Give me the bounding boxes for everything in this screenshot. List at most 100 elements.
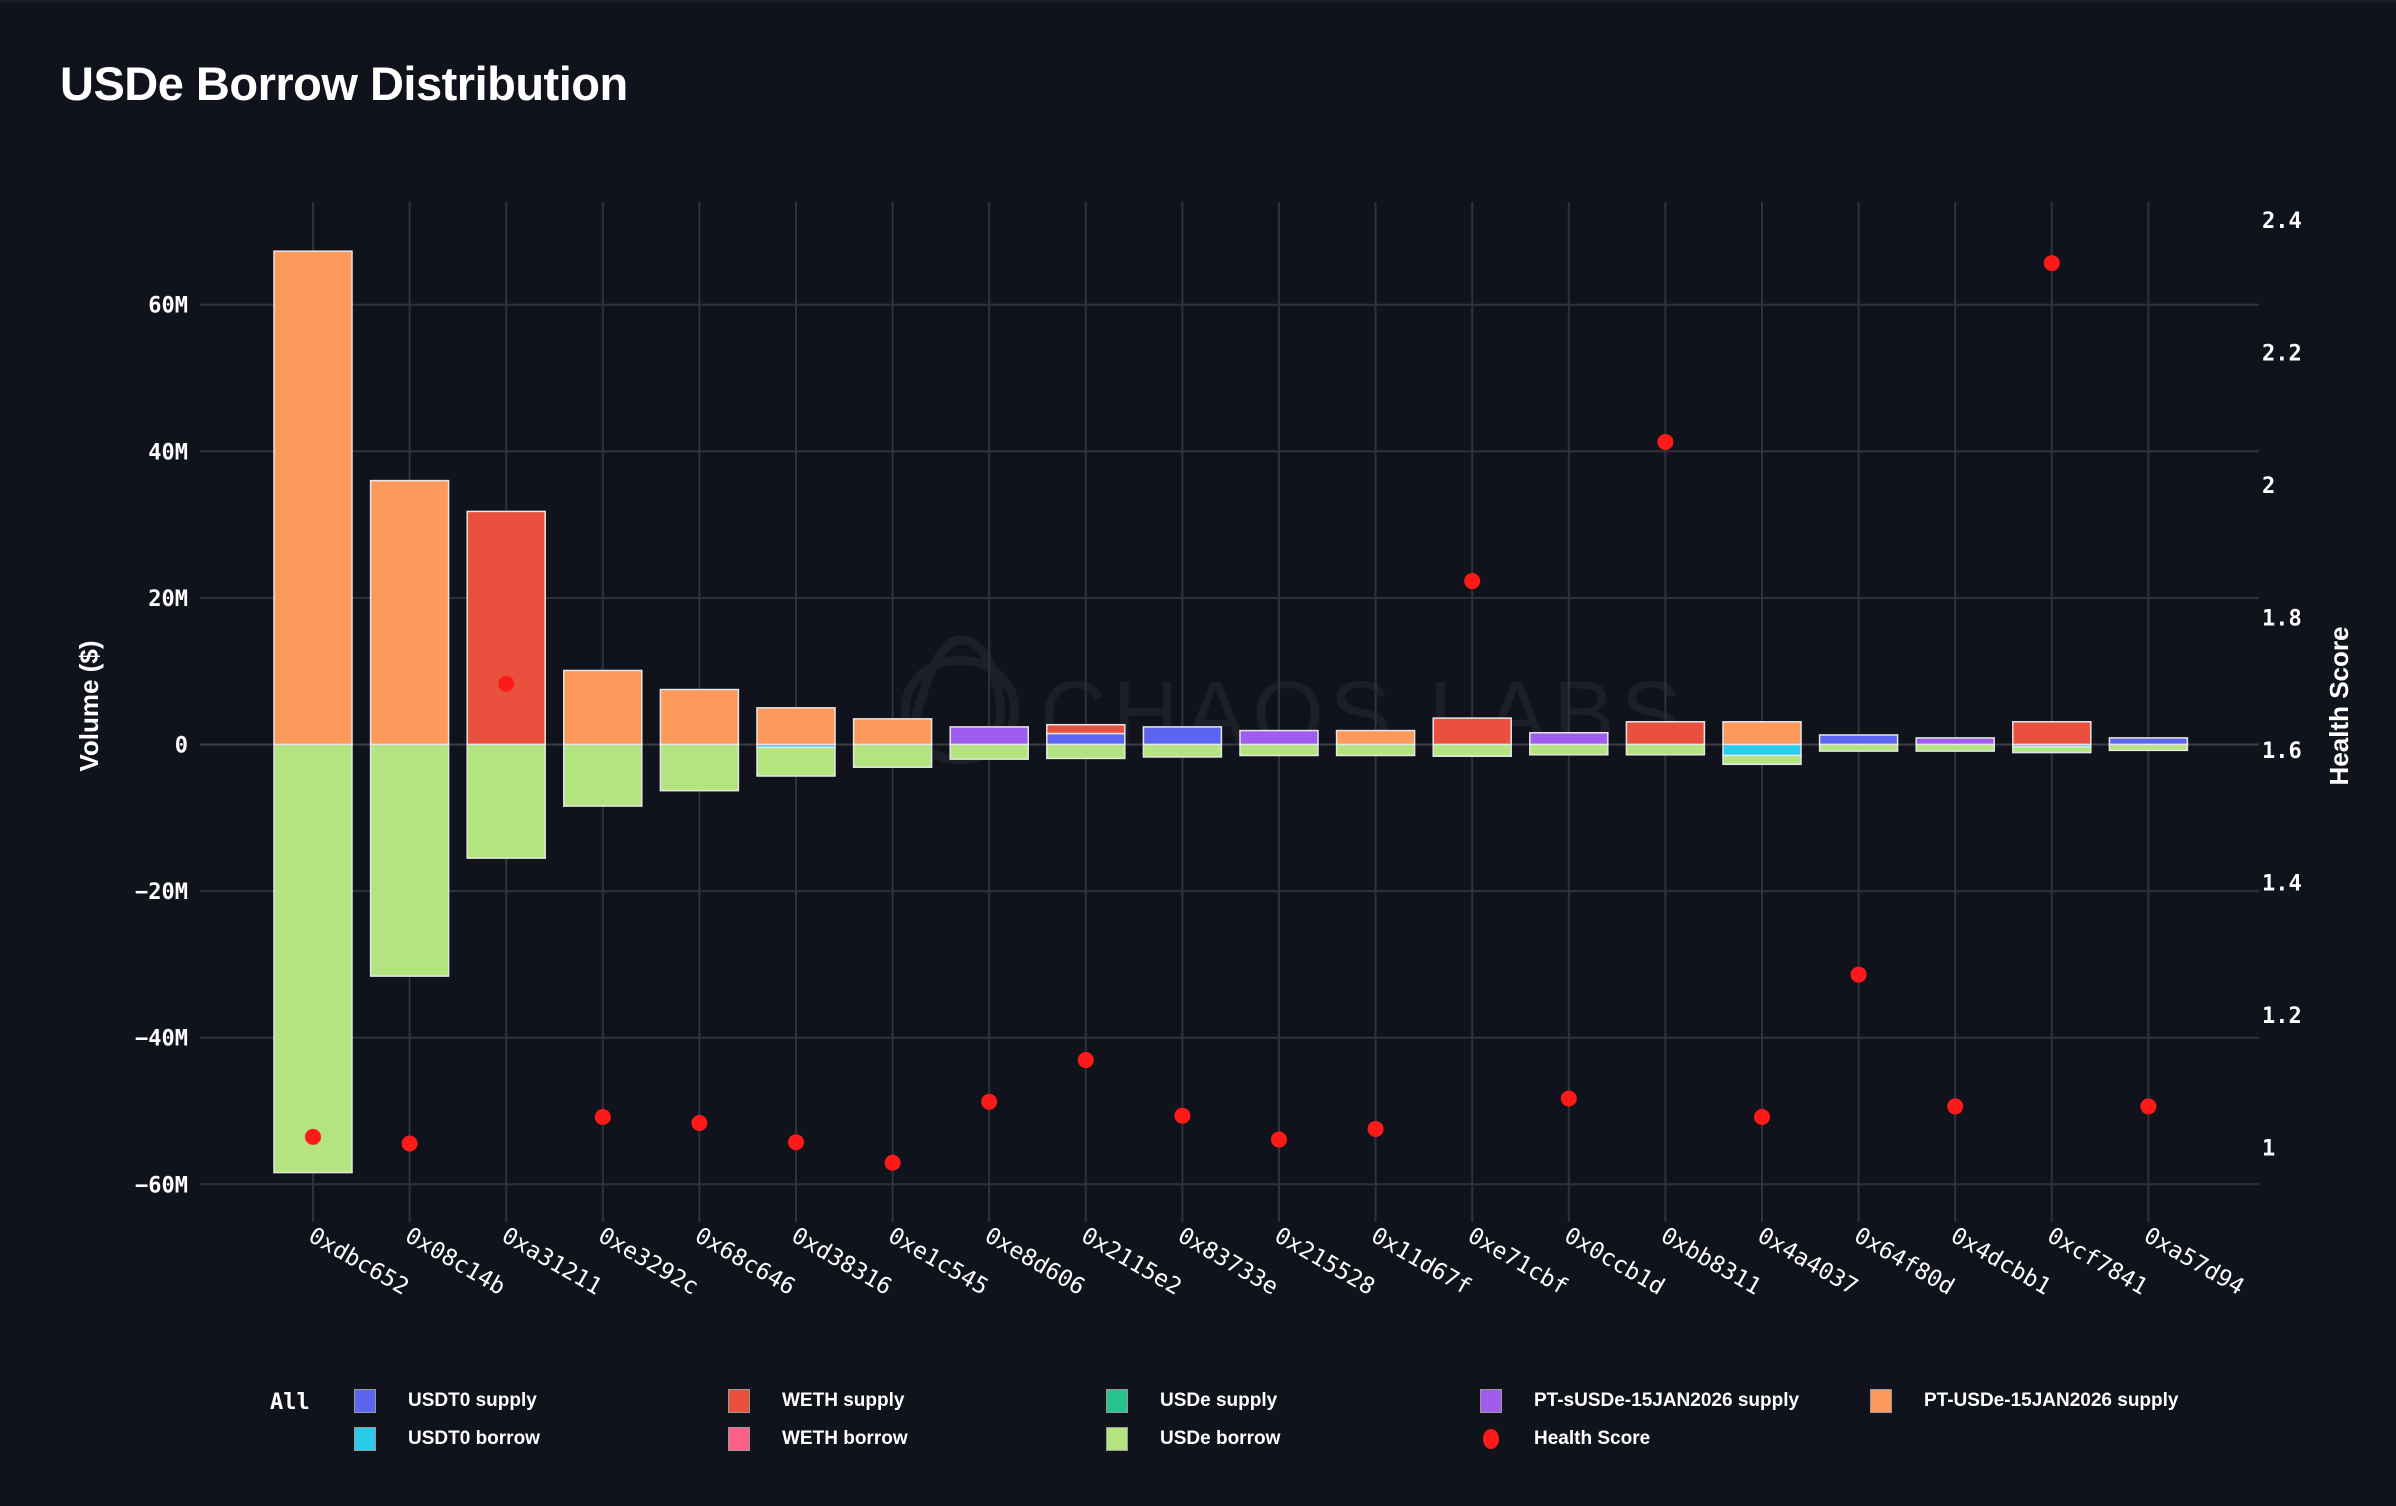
health-score-point[interactable]	[1850, 966, 1867, 983]
health-score-point[interactable]	[1947, 1098, 1964, 1115]
bar-segment-pt_usde_supply[interactable]	[369, 479, 450, 746]
bar-segment-pt_susde_supply[interactable]	[1239, 729, 1319, 746]
health-score-point[interactable]	[1077, 1052, 1094, 1069]
health-score-point[interactable]	[305, 1128, 321, 1145]
health-dots	[305, 255, 2157, 1171]
bar-segment-usdt0_borrow[interactable]	[1722, 743, 1802, 757]
legend-item-usdt0-supply[interactable]: USDT0 supply	[354, 1386, 537, 1416]
y2-tick-label: 1.6	[2262, 739, 2302, 764]
health-score-point[interactable]	[788, 1134, 804, 1151]
y2-tick-label: 1.4	[2262, 872, 2302, 897]
health-score-point[interactable]	[594, 1109, 611, 1126]
legend-item-weth-borrow[interactable]: WETH borrow	[728, 1424, 908, 1454]
bar-segment-weth_supply[interactable]	[1625, 721, 1706, 746]
bar-segment-usdt0_supply[interactable]	[2108, 737, 2189, 746]
bar-segment-weth_supply[interactable]	[466, 510, 546, 746]
legend-swatch-icon	[728, 1427, 750, 1451]
bar-segment-pt_susde_supply[interactable]	[949, 726, 1029, 746]
bar-segment-usde_borrow[interactable]	[659, 743, 740, 792]
legend-swatch-icon	[1480, 1389, 1502, 1413]
bar-segment-usde_borrow[interactable]	[2108, 743, 2189, 752]
x-tick-label: 0x4a4037	[1753, 1223, 1862, 1301]
legend: All USDT0 supply USDT0 borrow WETH supply W…	[268, 1386, 2368, 1476]
health-score-point[interactable]	[1271, 1131, 1287, 1148]
legend-item-pt-susde-supply[interactable]: PT-sUSDe-15JAN2026 supply	[1480, 1386, 1799, 1416]
bar-segment-pt_susde_supply[interactable]	[1915, 737, 1995, 746]
legend-swatch-icon	[728, 1389, 750, 1413]
bar-segment-pt_usde_supply[interactable]	[1335, 729, 1416, 746]
bar-segment-usdt0_supply[interactable]	[1142, 726, 1223, 746]
bar-segment-usde_borrow[interactable]	[1142, 743, 1223, 758]
legend-item-weth-supply[interactable]: WETH supply	[728, 1386, 904, 1416]
legend-label: USDe borrow	[1160, 1428, 1281, 1449]
legend-item-usdt0-borrow[interactable]: USDT0 borrow	[354, 1424, 540, 1454]
bar-segment-usde_borrow[interactable]	[1432, 743, 1512, 757]
legend-all-toggle[interactable]: All	[270, 1390, 310, 1415]
bar-segment-pt_usde_supply[interactable]	[563, 669, 643, 746]
y-tick-label: 40M	[148, 440, 188, 465]
bar-segment-usde_borrow[interactable]	[1722, 754, 1802, 766]
bar-segment-pt_usde_supply[interactable]	[756, 707, 836, 746]
bar-segment-usde_borrow[interactable]	[1529, 743, 1609, 756]
health-score-point[interactable]	[1754, 1109, 1770, 1126]
bar-segment-usde_borrow[interactable]	[2012, 745, 2092, 754]
bar-segment-usdt0_supply[interactable]	[1818, 734, 1899, 746]
legend-item-usde-borrow[interactable]: USDe borrow	[1106, 1424, 1280, 1454]
top-border	[0, 0, 2396, 3]
health-score-point[interactable]	[498, 675, 515, 692]
health-score-point[interactable]	[1174, 1107, 1191, 1124]
bar-segment-usde_borrow[interactable]	[1239, 743, 1319, 757]
y2-axis-title: Health Score	[2324, 627, 2354, 786]
x-tick-label: 0xbb8311	[1656, 1223, 1765, 1301]
bar-segment-usde_borrow[interactable]	[852, 743, 933, 768]
health-score-point[interactable]	[2140, 1098, 2157, 1115]
health-score-point[interactable]	[401, 1135, 418, 1152]
legend-swatch-icon	[1106, 1427, 1128, 1451]
x-tick-label: 0xcf7841	[2043, 1223, 2152, 1301]
y-tick-label: −20M	[135, 880, 188, 905]
legend-item-pt-usde-supply[interactable]: PT-USDe-15JAN2026 supply	[1870, 1386, 2179, 1416]
legend-swatch-icon	[354, 1389, 376, 1413]
bar-segment-usde_borrow[interactable]	[1915, 743, 1995, 752]
bars	[273, 250, 2189, 1174]
health-score-point[interactable]	[1367, 1120, 1384, 1137]
health-score-point[interactable]	[1464, 573, 1481, 590]
bar-segment-pt_usde_supply[interactable]	[852, 718, 933, 746]
bar-segment-usde_borrow[interactable]	[1625, 743, 1706, 756]
x-tick-label: 0xe71cbf	[1463, 1223, 1572, 1301]
bar-segment-usde_borrow[interactable]	[369, 743, 450, 977]
bar-segment-usde_borrow[interactable]	[466, 743, 546, 859]
legend-item-usde-supply[interactable]: USDe supply	[1106, 1386, 1277, 1416]
bar-segment-weth_supply[interactable]	[1046, 723, 1126, 735]
bar-segment-usdt0_supply[interactable]	[1046, 732, 1126, 746]
health-score-point[interactable]	[691, 1114, 708, 1131]
bar-segment-usde_borrow[interactable]	[1818, 743, 1899, 752]
bar-segment-weth_supply[interactable]	[2012, 721, 2092, 746]
bar-segment-usde_borrow[interactable]	[273, 743, 353, 1174]
x-tick-label: 0xa57d94	[2139, 1223, 2248, 1301]
bar-segment-pt_susde_supply[interactable]	[1529, 732, 1609, 746]
chart-title: USDe Borrow Distribution	[60, 57, 628, 110]
bar-segment-usde_borrow[interactable]	[756, 746, 836, 777]
bar-segment-usde_borrow[interactable]	[949, 743, 1029, 760]
legend-dot-icon	[1483, 1429, 1499, 1449]
legend-label: USDT0 borrow	[408, 1428, 540, 1449]
legend-label: USDT0 supply	[408, 1390, 537, 1411]
health-score-point[interactable]	[1560, 1090, 1577, 1107]
y2-tick-label: 2	[2262, 474, 2275, 499]
legend-item-health[interactable]: Health Score	[1480, 1424, 1650, 1454]
bar-segment-usde_borrow[interactable]	[563, 743, 643, 807]
health-score-point[interactable]	[884, 1154, 901, 1171]
bar-segment-pt_usde_supply[interactable]	[659, 688, 740, 746]
bar-segment-usde_borrow[interactable]	[1046, 743, 1126, 760]
health-score-point[interactable]	[2043, 255, 2060, 272]
y-tick-label: 0	[175, 734, 188, 759]
bar-segment-usde_borrow[interactable]	[1335, 743, 1416, 757]
health-score-point[interactable]	[1657, 433, 1674, 450]
bar-segment-pt_usde_supply[interactable]	[1722, 721, 1802, 746]
bar-segment-weth_supply[interactable]	[1432, 717, 1512, 746]
bar-segment-pt_usde_supply[interactable]	[273, 250, 353, 746]
health-score-point[interactable]	[981, 1093, 998, 1110]
x-axis: 0xdbc6520x08c14b0xa312110xe3292c0x68c646…	[304, 1223, 2248, 1301]
